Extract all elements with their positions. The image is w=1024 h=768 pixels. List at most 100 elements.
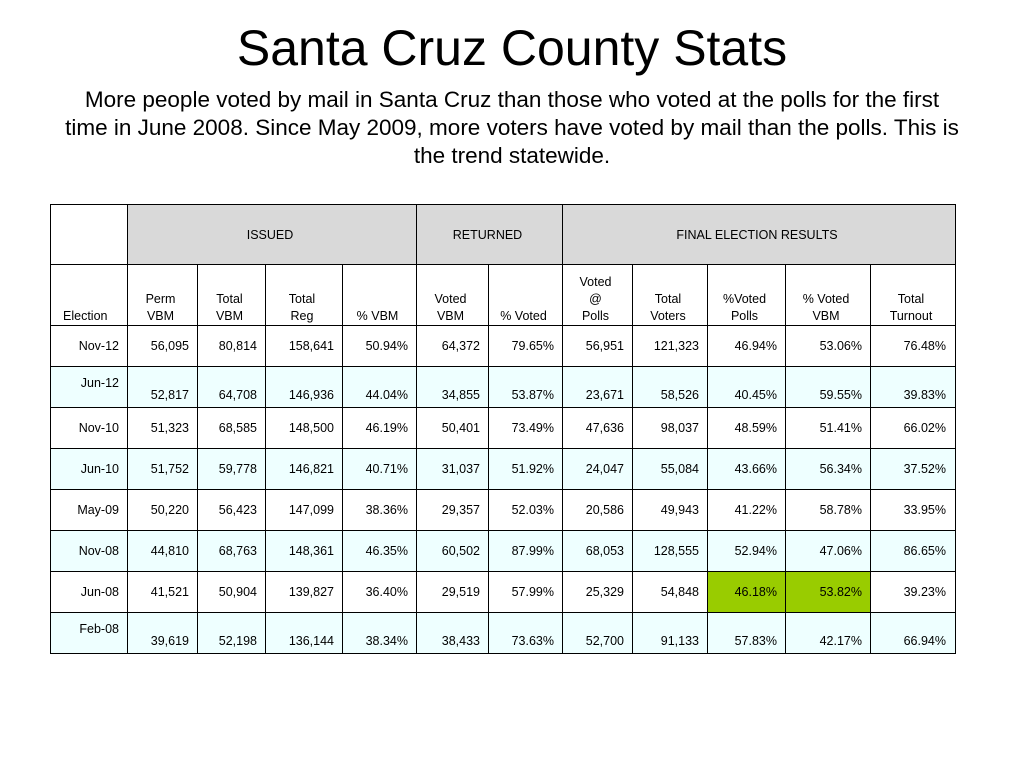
col-total-vbm-header: Total VBM — [197, 264, 266, 326]
col-pct-voted-vbm-cell: 53.82% — [785, 571, 871, 613]
col-pct-voted-cell: 51.92% — [488, 448, 563, 490]
header-text-line: Polls — [581, 309, 610, 323]
group-header-issued: ISSUED — [127, 204, 417, 265]
table-row: May-09 50,220 56,423 147,099 38.36% 29,357 52.… — [50, 489, 956, 531]
table-body: Nov-12 56,095 80,814 158,641 50.94% 64,372 79.… — [50, 325, 956, 654]
col-total-vbm-cell: 64,708 — [197, 366, 266, 408]
col-voted-at-polls-cell: 56,951 — [562, 325, 633, 367]
col-voted-vbm-cell: 64,372 — [416, 325, 489, 367]
col-voted-at-polls-header: Voted @ Polls — [562, 264, 633, 326]
col-total-reg-cell: 146,936 — [265, 366, 343, 408]
col-perm-vbm-cell: 50,220 — [127, 489, 198, 531]
col-voted-vbm-cell: 29,357 — [416, 489, 489, 531]
header-text-line: Turnout — [889, 309, 933, 323]
election-date-cell: Jun-10 — [50, 448, 128, 490]
col-total-reg-cell: 148,500 — [265, 407, 343, 449]
col-total-reg-header: Total Reg — [265, 264, 343, 326]
election-date-cell: Jun-12 — [50, 366, 128, 408]
col-pct-vbm-cell: 40.71% — [342, 448, 417, 490]
col-pct-voted-polls-cell: 43.66% — [707, 448, 786, 490]
header-text-line: Election — [63, 309, 108, 323]
col-total-turnout-cell: 66.02% — [870, 407, 956, 449]
col-total-vbm-cell: 56,423 — [197, 489, 266, 531]
col-pct-voted-cell: 57.99% — [488, 571, 563, 613]
col-voted-at-polls-cell: 52,700 — [562, 612, 633, 654]
header-text-line: %Voted — [722, 292, 767, 306]
col-voted-vbm-cell: 60,502 — [416, 530, 489, 572]
col-pct-vbm-cell: 38.34% — [342, 612, 417, 654]
header-text-line: Total — [216, 292, 243, 306]
header-text-line: Voters — [650, 309, 686, 323]
col-perm-vbm-cell: 51,323 — [127, 407, 198, 449]
col-total-vbm-cell: 59,778 — [197, 448, 266, 490]
col-total-turnout-cell: 39.83% — [870, 366, 956, 408]
header-text-line: @ — [589, 292, 602, 306]
col-pct-vbm-cell: 44.04% — [342, 366, 417, 408]
election-stats-table: ISSUED RETURNED FINAL ELECTION RESULTS E… — [50, 204, 956, 654]
col-total-reg-cell: 139,827 — [265, 571, 343, 613]
col-total-voters-cell: 91,133 — [632, 612, 708, 654]
col-voted-vbm-cell: 38,433 — [416, 612, 489, 654]
table-row: Nov-10 51,323 68,585 148,500 46.19% 50,401 73.… — [50, 407, 956, 449]
col-voted-at-polls-cell: 25,329 — [562, 571, 633, 613]
col-perm-vbm-header: Perm VBM — [127, 264, 198, 326]
column-header-row: Election Perm VBM Total VBM Total Reg % VBM Vote… — [50, 264, 956, 326]
col-voted-vbm-header: Voted VBM — [416, 264, 489, 326]
col-pct-voted-cell: 73.63% — [488, 612, 563, 654]
col-pct-vbm-cell: 36.40% — [342, 571, 417, 613]
col-total-turnout-cell: 37.52% — [870, 448, 956, 490]
table-row: Jun-08 41,521 50,904 139,827 36.40% 29,519 57.… — [50, 571, 956, 613]
header-text-line: Voted — [434, 292, 467, 306]
col-pct-vbm-cell: 46.35% — [342, 530, 417, 572]
col-pct-voted-vbm-cell: 42.17% — [785, 612, 871, 654]
col-pct-voted-cell: 73.49% — [488, 407, 563, 449]
col-voted-at-polls-cell: 23,671 — [562, 366, 633, 408]
col-total-voters-header: Total Voters — [632, 264, 708, 326]
header-text-line: VBM — [146, 309, 175, 323]
col-pct-voted-cell: 52.03% — [488, 489, 563, 531]
col-pct-voted-cell: 79.65% — [488, 325, 563, 367]
col-total-vbm-cell: 68,585 — [197, 407, 266, 449]
col-total-voters-cell: 98,037 — [632, 407, 708, 449]
table-row: Jun-10 51,752 59,778 146,821 40.71% 31,037 51.… — [50, 448, 956, 490]
page-subtitle: More people voted by mail in Santa Cruz … — [65, 87, 959, 168]
col-total-voters-cell: 58,526 — [632, 366, 708, 408]
header-text-line: Total — [288, 292, 316, 306]
header-text-line: VBM — [812, 309, 840, 323]
election-date-cell: Nov-10 — [50, 407, 128, 449]
col-pct-vbm-cell: 46.19% — [342, 407, 417, 449]
col-total-vbm-cell: 52,198 — [197, 612, 266, 654]
group-header-returned: RETURNED — [416, 204, 563, 265]
col-pct-voted-vbm-cell: 51.41% — [785, 407, 871, 449]
blank-corner-cell — [50, 204, 128, 265]
col-pct-voted-vbm-cell: 59.55% — [785, 366, 871, 408]
election-date-cell: Nov-12 — [50, 325, 128, 367]
col-pct-voted-polls-cell: 40.45% — [707, 366, 786, 408]
col-total-reg-cell: 147,099 — [265, 489, 343, 531]
col-perm-vbm-cell: 52,817 — [127, 366, 198, 408]
header-text-line: Total — [897, 292, 925, 306]
col-perm-vbm-cell: 51,752 — [127, 448, 198, 490]
col-total-reg-cell: 136,144 — [265, 612, 343, 654]
col-total-turnout-cell: 86.65% — [870, 530, 956, 572]
col-pct-voted-polls-header: %Voted Polls — [707, 264, 786, 326]
col-perm-vbm-cell: 39,619 — [127, 612, 198, 654]
table-row: Jun-12 52,817 64,708 146,936 44.04% 34,855 53.… — [50, 366, 956, 408]
election-date-cell: May-09 — [50, 489, 128, 531]
col-pct-vbm-cell: 38.36% — [342, 489, 417, 531]
col-voted-at-polls-cell: 47,636 — [562, 407, 633, 449]
col-total-vbm-cell: 50,904 — [197, 571, 266, 613]
election-date-cell: Nov-08 — [50, 530, 128, 572]
header-text-line: VBM — [215, 309, 244, 323]
col-total-reg-cell: 146,821 — [265, 448, 343, 490]
col-pct-voted-vbm-cell: 58.78% — [785, 489, 871, 531]
col-voted-vbm-cell: 31,037 — [416, 448, 489, 490]
col-pct-vbm-cell: 50.94% — [342, 325, 417, 367]
header-text-line: Voted — [579, 275, 612, 289]
col-total-turnout-cell: 66.94% — [870, 612, 956, 654]
col-pct-voted-polls-cell: 46.18% — [707, 571, 786, 613]
col-pct-voted-cell: 87.99% — [488, 530, 563, 572]
col-total-vbm-cell: 80,814 — [197, 325, 266, 367]
col-pct-voted-vbm-header: % Voted VBM — [785, 264, 871, 326]
header-text-line: Polls — [730, 309, 759, 323]
